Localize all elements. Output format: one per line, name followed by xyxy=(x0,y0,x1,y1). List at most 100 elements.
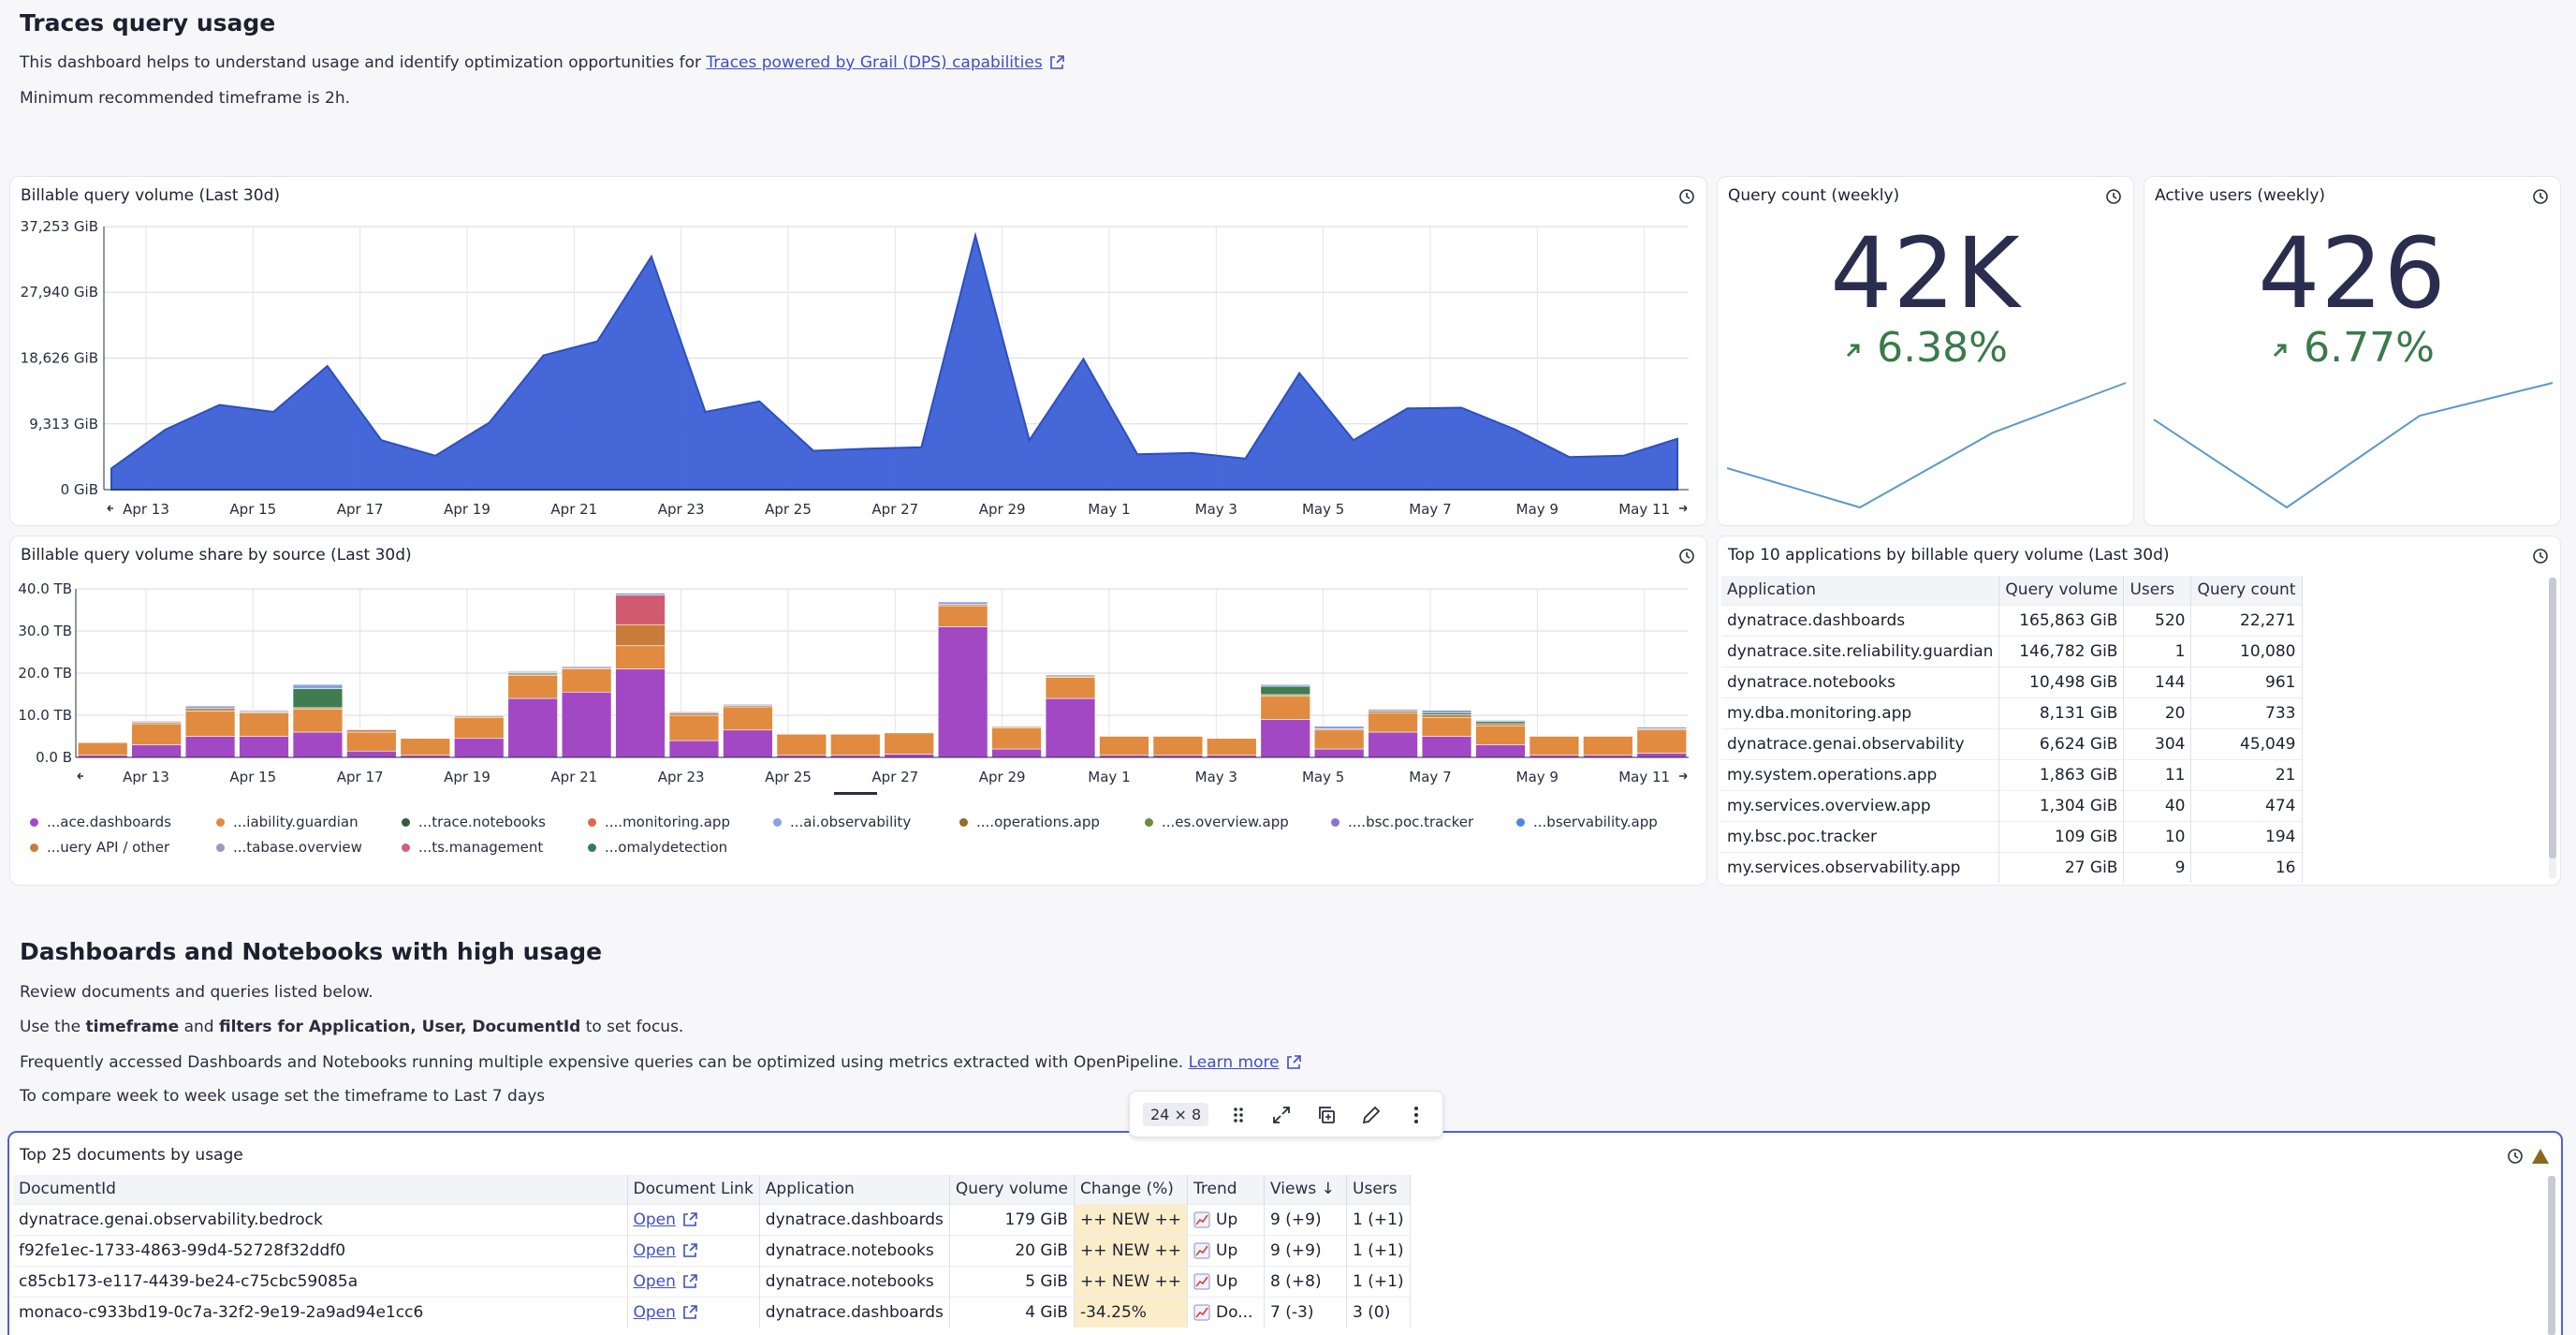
column-header[interactable]: Document Link xyxy=(627,1175,760,1204)
learn-more-link[interactable]: Learn more xyxy=(1188,1053,1280,1072)
external-link-icon[interactable] xyxy=(1048,54,1065,71)
external-link-icon[interactable] xyxy=(1285,1054,1302,1071)
table-row[interactable]: dynatrace.notebooks 10,498 GiB 144 961 xyxy=(1721,666,2303,697)
range-scroll-indicator[interactable] xyxy=(834,792,877,795)
column-header[interactable]: Users xyxy=(1346,1175,1411,1204)
table-cell: 165,863 GiB xyxy=(1998,604,2125,636)
docs-line-3: Frequently accessed Dashboards and Noteb… xyxy=(20,1053,1302,1072)
clock-icon[interactable] xyxy=(2507,1148,2524,1165)
clock-icon[interactable] xyxy=(2105,188,2122,205)
y-tick-label: 0 GiB xyxy=(61,481,98,498)
clock-icon[interactable] xyxy=(1678,548,1695,565)
table-row[interactable]: my.services.observability.app 27 GiB 9 16 xyxy=(1721,851,2303,883)
arrow-left-icon[interactable] xyxy=(77,772,83,780)
table-row[interactable]: dynatrace.genai.observability 6,624 GiB 30… xyxy=(1721,727,2303,759)
table-row[interactable]: my.services.overview.app 1,304 GiB 40 474 xyxy=(1721,789,2303,821)
table-cell: 3 (0) xyxy=(1346,1296,1411,1328)
column-header[interactable]: Query count xyxy=(2190,576,2303,605)
top-documents-tile[interactable]: Top 25 documents by usage DocumentId Docu… xyxy=(7,1131,2563,1335)
scrollbar-thumb[interactable] xyxy=(2549,578,2556,858)
column-header[interactable]: Query volume xyxy=(949,1175,1075,1204)
legend-label: ...tabase.overview xyxy=(233,839,362,856)
y-tick-label: 27,940 GiB xyxy=(21,284,98,301)
bar-segment xyxy=(884,754,934,758)
vertical-scrollbar[interactable] xyxy=(2549,578,2556,879)
top-apps-table: Application Query volume Users Query count … xyxy=(1721,576,2303,883)
top-apps-tile[interactable]: Top 10 applications by billable query vo… xyxy=(1717,535,2561,886)
bar-segment xyxy=(1421,710,1472,713)
table-row[interactable]: dynatrace.genai.observability.bedrock Ope… xyxy=(13,1203,1411,1235)
table-row[interactable]: my.dba.monitoring.app 8,131 GiB 20 733 xyxy=(1721,697,2303,728)
intro-link[interactable]: Traces powered by Grail (DPS) capabiliti… xyxy=(706,53,1043,72)
table-row[interactable]: my.system.operations.app 1,863 GiB 11 21 xyxy=(1721,758,2303,790)
table-cell: 144 xyxy=(2123,666,2192,697)
column-header[interactable]: Application xyxy=(759,1175,950,1204)
x-tick-label: May 9 xyxy=(1516,501,1559,518)
table-row[interactable]: f92fe1ec-1733-4863-99d4-52728f32ddf0 Open… xyxy=(13,1234,1411,1266)
legend-item[interactable]: ...es.overview.app xyxy=(1145,814,1289,830)
legend-item[interactable]: ...ts.management xyxy=(402,839,543,856)
column-header[interactable]: DocumentId xyxy=(13,1175,628,1204)
change-cell: ++ NEW ++ xyxy=(1074,1265,1189,1297)
table-row[interactable]: c85cb173-e117-4439-be24-c75cbc59085a Open… xyxy=(13,1265,1411,1297)
legend-item[interactable]: ....monitoring.app xyxy=(588,814,730,830)
billable-volume-tile[interactable]: Billable query volume (Last 30d) 37,253 … xyxy=(9,176,1707,526)
column-header[interactable]: Change (%) xyxy=(1074,1175,1189,1204)
bar-segment xyxy=(292,688,344,709)
arrow-right-icon[interactable] xyxy=(1679,505,1688,512)
open-link[interactable]: Open xyxy=(633,1210,676,1229)
column-header[interactable]: Application xyxy=(1721,576,2000,605)
legend-item[interactable]: ....bsc.poc.tracker xyxy=(1331,814,1473,830)
legend-item[interactable]: ...ace.dashboards xyxy=(30,814,171,830)
external-link-icon[interactable] xyxy=(681,1273,698,1290)
table-row[interactable]: monaco-c933bd19-0c7a-32f2-9e19-2a9ad94e1… xyxy=(13,1296,1411,1328)
documents-table: DocumentId Document Link Application Query … xyxy=(13,1175,1411,1328)
expand-icon[interactable] xyxy=(1270,1104,1293,1126)
legend-swatch xyxy=(773,818,782,827)
legend-item[interactable]: ...iability.guardian xyxy=(216,814,359,830)
column-header[interactable]: Users xyxy=(2123,576,2192,605)
external-link-icon[interactable] xyxy=(681,1242,698,1259)
column-header[interactable]: Query volume xyxy=(1998,576,2125,605)
active-users-tile[interactable]: Active users (weekly) 426 6.77% xyxy=(2144,176,2561,526)
bar-segment xyxy=(1152,736,1204,756)
x-tick-label: May 7 xyxy=(1409,769,1451,785)
legend-item[interactable]: ...trace.notebooks xyxy=(402,814,546,830)
edit-pencil-icon[interactable] xyxy=(1360,1104,1383,1126)
open-link[interactable]: Open xyxy=(633,1271,676,1291)
clock-icon[interactable] xyxy=(2532,188,2549,205)
legend-item[interactable]: ...uery API / other xyxy=(30,839,169,856)
scrollbar-thumb[interactable] xyxy=(2548,1176,2555,1335)
external-link-icon[interactable] xyxy=(681,1304,698,1321)
column-header[interactable]: Views ↓ xyxy=(1264,1175,1348,1204)
legend-item[interactable]: ....operations.app xyxy=(959,814,1100,830)
duplicate-icon[interactable] xyxy=(1315,1104,1338,1126)
clock-icon[interactable] xyxy=(2532,548,2549,565)
external-link-icon[interactable] xyxy=(681,1211,698,1228)
bar-segment xyxy=(668,740,720,758)
arrow-left-icon[interactable] xyxy=(107,505,113,512)
x-tick-label: Apr 23 xyxy=(658,501,705,518)
legend-item[interactable]: ...tabase.overview xyxy=(216,839,362,856)
clock-icon[interactable] xyxy=(1678,188,1695,205)
arrow-right-icon[interactable] xyxy=(1679,772,1688,780)
bar-segment xyxy=(507,697,558,758)
column-header[interactable]: Trend xyxy=(1187,1175,1266,1204)
table-row[interactable]: my.bsc.poc.tracker 109 GiB 10 194 xyxy=(1721,820,2303,852)
volume-share-tile[interactable]: Billable query volume share by source (L… xyxy=(9,535,1707,886)
more-options-icon[interactable] xyxy=(1405,1104,1427,1126)
warning-icon[interactable] xyxy=(2531,1148,2550,1165)
drag-handle-icon[interactable] xyxy=(1227,1104,1250,1126)
table-row[interactable]: dynatrace.dashboards 165,863 GiB 520 22,271 xyxy=(1721,604,2303,636)
legend-item[interactable]: ...ai.observability xyxy=(773,814,911,830)
legend-item[interactable]: ...bservability.app xyxy=(1516,814,1658,830)
open-link[interactable]: Open xyxy=(633,1302,676,1322)
table-row[interactable]: dynatrace.site.reliability.guardian 146,7… xyxy=(1721,635,2303,667)
query-count-tile[interactable]: Query count (weekly) 42K 6.38% xyxy=(1717,176,2134,526)
open-link[interactable]: Open xyxy=(633,1240,676,1260)
bar-segment xyxy=(561,691,612,758)
bar-segment xyxy=(1636,729,1688,754)
legend-item[interactable]: ...omalydetection xyxy=(588,839,727,856)
vertical-scrollbar[interactable] xyxy=(2548,1176,2555,1335)
table-cell: c85cb173-e117-4439-be24-c75cbc59085a xyxy=(13,1265,628,1297)
